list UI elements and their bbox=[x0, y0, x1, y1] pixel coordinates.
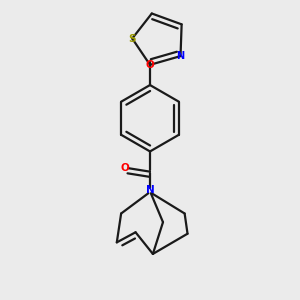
Text: S: S bbox=[128, 34, 136, 44]
Text: O: O bbox=[146, 60, 154, 70]
Text: N: N bbox=[176, 51, 184, 61]
Text: O: O bbox=[120, 163, 129, 173]
Text: N: N bbox=[146, 185, 154, 195]
